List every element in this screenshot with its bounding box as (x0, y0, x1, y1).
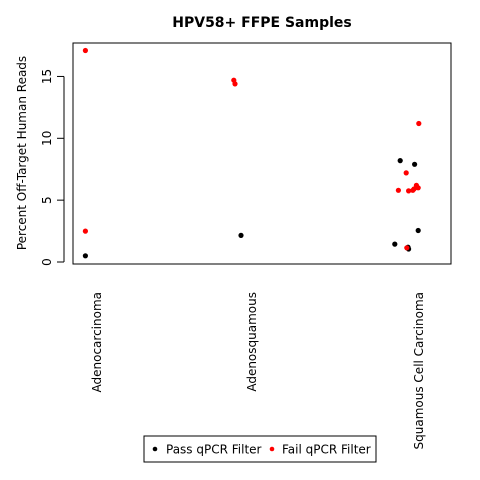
data-point-fail (406, 188, 412, 194)
data-point-fail (395, 187, 401, 193)
data-points (82, 47, 422, 259)
x-axis-tick-labels: Adenocarcinoma Adenosquamous Squamous Cell… (90, 292, 426, 449)
x-tick-label: Adenocarcinoma (90, 292, 104, 393)
plot-area-frame (72, 42, 452, 265)
legend-marker-fail (269, 446, 275, 452)
legend: Pass qPCR Filter Fail qPCR Filter (143, 435, 377, 463)
legend-label-pass: Pass qPCR Filter (166, 443, 262, 457)
data-point-fail (403, 170, 409, 176)
data-point-pass (392, 241, 398, 247)
data-point-pass (238, 232, 244, 238)
legend-box (143, 435, 377, 463)
data-point-fail (82, 47, 88, 54)
data-point-pass (397, 158, 403, 164)
y-tick-label: 15 (40, 69, 54, 84)
y-axis: 0 5 10 15 (40, 69, 65, 266)
legend-label-fail: Fail qPCR Filter (282, 443, 371, 457)
data-point-fail (232, 81, 238, 87)
data-point-fail (82, 228, 88, 234)
y-tick-label: 10 (40, 131, 54, 146)
chart-title: HPV58+ FFPE Samples (172, 15, 352, 31)
data-point-fail (416, 120, 422, 127)
x-tick-label: Adenosquamous (245, 292, 259, 392)
y-tick-label: 5 (40, 196, 54, 204)
data-point-pass (82, 253, 88, 259)
y-tick-label: 0 (40, 258, 54, 266)
data-point-pass (412, 161, 418, 167)
data-point-fail (404, 245, 410, 251)
data-point-pass (415, 227, 421, 234)
legend-marker-pass (152, 446, 158, 452)
data-point-fail (411, 186, 417, 192)
data-point-fail (415, 185, 421, 191)
y-axis-label: Percent Off-Target Human Reads (15, 56, 29, 250)
x-tick-label: Squamous Cell Carcinoma (412, 292, 426, 449)
